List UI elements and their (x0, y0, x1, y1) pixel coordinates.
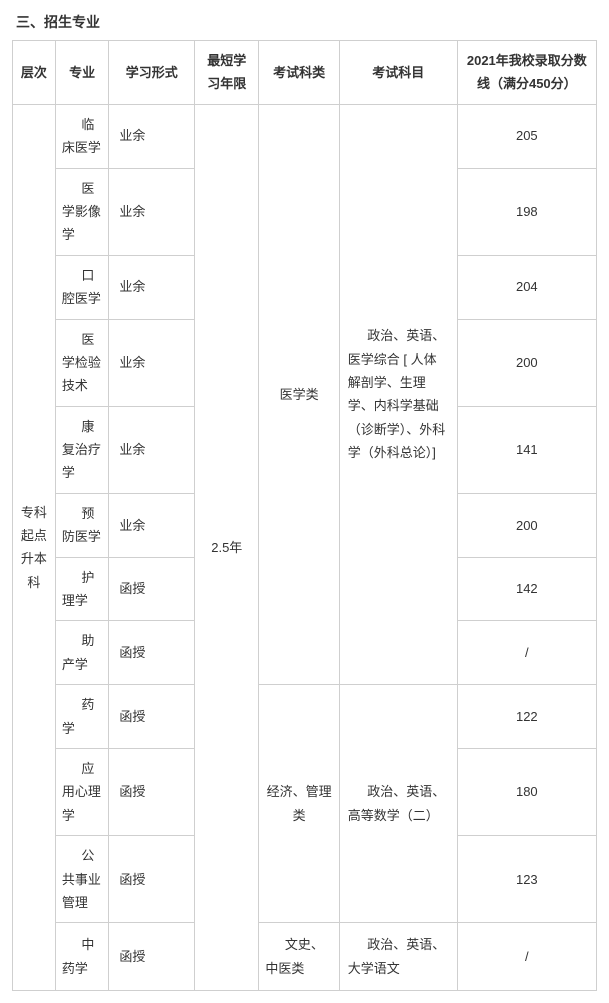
form-cell: 业余 (109, 319, 195, 406)
major-cell: 应用心理学 (55, 748, 109, 835)
form-cell: 函授 (109, 836, 195, 923)
major-cell: 中药学 (55, 923, 109, 991)
hdr-level: 层次 (13, 41, 56, 105)
form-cell: 业余 (109, 406, 195, 493)
score-cell: 198 (457, 168, 596, 255)
level-cell: 专科起点升本科 (13, 104, 56, 990)
form-cell: 业余 (109, 104, 195, 168)
major-cell: 预防医学 (55, 493, 109, 557)
major-cell: 康复治疗学 (55, 406, 109, 493)
score-cell: 122 (457, 685, 596, 749)
subj-lit: 政治、英语、大学语文 (339, 923, 457, 991)
table-row: 中药学 函授 文史、中医类 政治、英语、大学语文 / (13, 923, 597, 991)
table-row: 专科起点升本科 临床医学 业余 2.5年 医学类 政治、英语、医学综合 [ 人体… (13, 104, 597, 168)
score-cell: 180 (457, 748, 596, 835)
form-cell: 业余 (109, 168, 195, 255)
major-cell: 医学影像学 (55, 168, 109, 255)
score-cell: 141 (457, 406, 596, 493)
score-cell: / (457, 621, 596, 685)
score-cell: 204 (457, 255, 596, 319)
hdr-score: 2021年我校录取分数线（满分450分） (457, 41, 596, 105)
form-cell: 函授 (109, 748, 195, 835)
major-cell: 护理学 (55, 557, 109, 621)
subj-medical: 政治、英语、医学综合 [ 人体解剖学、生理学、内科学基础（诊断学）、外科学（外科… (339, 104, 457, 684)
years-cell: 2.5年 (195, 104, 259, 990)
hdr-min-years: 最短学习年限 (195, 41, 259, 105)
cat-econ: 经济、管理类 (259, 685, 339, 923)
form-cell: 业余 (109, 493, 195, 557)
major-cell: 药学 (55, 685, 109, 749)
cat-medical: 医学类 (259, 104, 339, 684)
header-row: 层次 专业 学习形式 最短学习年限 考试科类 考试科目 2021年我校录取分数线… (13, 41, 597, 105)
major-cell: 助产学 (55, 621, 109, 685)
score-cell: 123 (457, 836, 596, 923)
form-cell: 函授 (109, 685, 195, 749)
score-cell: 142 (457, 557, 596, 621)
hdr-major: 专业 (55, 41, 109, 105)
subj-econ: 政治、英语、高等数学（二） (339, 685, 457, 923)
cat-lit: 文史、中医类 (259, 923, 339, 991)
score-cell: 200 (457, 319, 596, 406)
form-cell: 函授 (109, 557, 195, 621)
major-cell: 公共事业管理 (55, 836, 109, 923)
hdr-exam-subj: 考试科目 (339, 41, 457, 105)
hdr-exam-cat: 考试科类 (259, 41, 339, 105)
major-cell: 口腔医学 (55, 255, 109, 319)
score-cell: 200 (457, 493, 596, 557)
form-cell: 业余 (109, 255, 195, 319)
section-title: 三、招生专业 (12, 12, 597, 32)
score-cell: 205 (457, 104, 596, 168)
majors-table: 层次 专业 学习形式 最短学习年限 考试科类 考试科目 2021年我校录取分数线… (12, 40, 597, 991)
form-cell: 函授 (109, 923, 195, 991)
hdr-study-form: 学习形式 (109, 41, 195, 105)
major-cell: 临床医学 (55, 104, 109, 168)
table-row: 药学 函授 经济、管理类 政治、英语、高等数学（二） 122 (13, 685, 597, 749)
form-cell: 函授 (109, 621, 195, 685)
major-cell: 医学检验技术 (55, 319, 109, 406)
score-cell: / (457, 923, 596, 991)
